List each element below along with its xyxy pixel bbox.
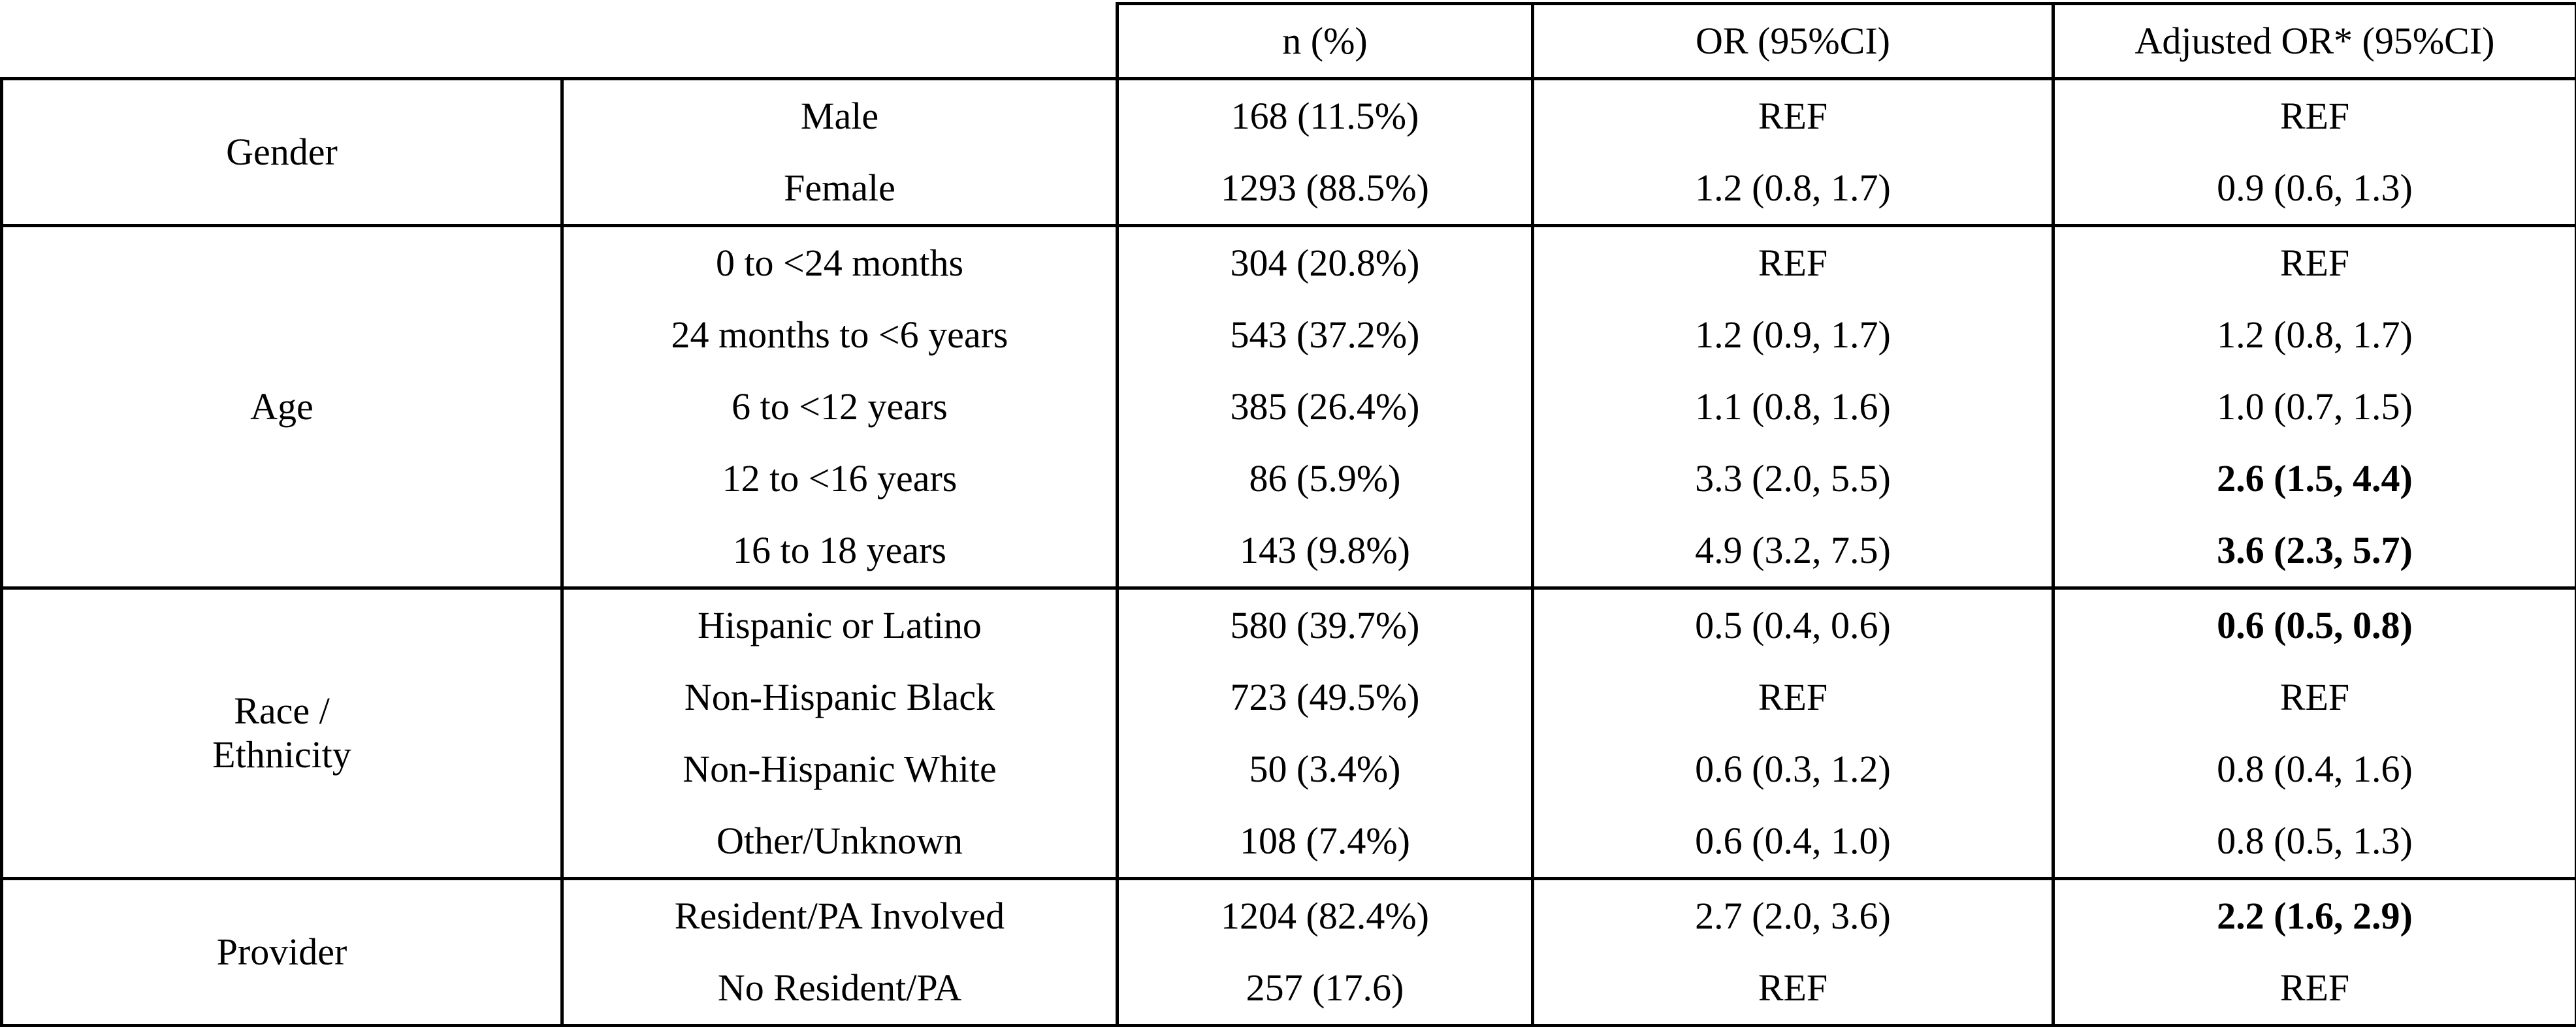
table-row: 6 to <12 years 385 (26.4%) 1.1 (0.8, 1.6… (2, 371, 2576, 443)
group-label-line: Ethnicity (212, 733, 351, 776)
table-row: Other/Unknown 108 (7.4%) 0.6 (0.4, 1.0) … (2, 805, 2576, 880)
row-label: Resident/PA Involved (560, 877, 1119, 952)
group-label-provider: Provider (0, 877, 564, 1027)
row-label: 12 to <16 years (560, 443, 1119, 515)
header-row: n (%) OR (95%CI) Adjusted OR* (95%CI) (2, 2, 2576, 80)
cell-n: 723 (49.5%) (1116, 661, 1534, 733)
cell-or: 2.7 (2.0, 3.6) (1531, 877, 2055, 952)
cell-or: 1.1 (0.8, 1.6) (1531, 371, 2055, 443)
cell-adjusted-or-significant: 3.6 (2.3, 5.7) (2052, 515, 2576, 590)
cell-or: 0.5 (0.4, 0.6) (1531, 586, 2055, 661)
cell-adjusted-or: REF (2052, 224, 2576, 299)
row-label: Non-Hispanic White (560, 733, 1119, 805)
table-row: 16 to 18 years 143 (9.8%) 4.9 (3.2, 7.5)… (2, 515, 2576, 590)
cell-adjusted-or: 0.8 (0.5, 1.3) (2052, 805, 2576, 880)
cell-adjusted-or-significant: 0.6 (0.5, 0.8) (2052, 586, 2576, 661)
cell-adjusted-or: REF (2052, 661, 2576, 733)
row-label: 6 to <12 years (560, 371, 1119, 443)
row-label: 16 to 18 years (560, 515, 1119, 590)
row-label: Hispanic or Latino (560, 586, 1119, 661)
cell-adjusted-or: 0.8 (0.4, 1.6) (2052, 733, 2576, 805)
cell-adjusted-or: REF (2052, 952, 2576, 1027)
corner-blank (2, 4, 1118, 79)
cell-adjusted-or-significant: 2.6 (1.5, 4.4) (2052, 443, 2576, 515)
cell-n: 108 (7.4%) (1116, 805, 1534, 880)
table-row: Gender Male 168 (11.5%) REF REF (0, 77, 2576, 227)
cell-or: REF (1531, 224, 2055, 299)
row-label: Non-Hispanic Black (560, 661, 1119, 733)
cell-n: 543 (37.2%) (1116, 299, 1534, 371)
header-or: OR (95%CI) (1531, 2, 2055, 80)
row-label: 0 to <24 months (560, 224, 1119, 299)
table-row: Non-Hispanic Black 723 (49.5%) REF REF (2, 661, 2576, 733)
cell-n: 168 (11.5%) (1116, 77, 1534, 152)
cell-n: 257 (17.6) (1116, 952, 1534, 1027)
table-row: 12 to <16 years 86 (5.9%) 3.3 (2.0, 5.5)… (2, 443, 2576, 515)
cell-adjusted-or-significant: 2.2 (1.6, 2.9) (2052, 877, 2576, 952)
cell-or: 1.2 (0.9, 1.7) (1531, 299, 2055, 371)
row-label: Other/Unknown (560, 805, 1119, 880)
cell-n: 304 (20.8%) (1116, 224, 1534, 299)
cell-adjusted-or: 0.9 (0.6, 1.3) (2052, 152, 2576, 227)
cell-n: 86 (5.9%) (1116, 443, 1534, 515)
table-row: Race / Ethnicity Hispanic or Latino 580 … (0, 586, 2576, 880)
cell-n: 50 (3.4%) (1116, 733, 1534, 805)
table-row: Age 0 to <24 months 304 (20.8%) REF REF (0, 224, 2576, 590)
cell-adjusted-or: REF (2052, 77, 2576, 152)
table-row: No Resident/PA 257 (17.6) REF REF (2, 952, 2576, 1027)
header-adjusted-or: Adjusted OR* (95%CI) (2052, 2, 2576, 80)
table-row: Non-Hispanic White 50 (3.4%) 0.6 (0.3, 1… (2, 733, 2576, 805)
cell-n: 385 (26.4%) (1116, 371, 1534, 443)
table-row: 24 months to <6 years 543 (37.2%) 1.2 (0… (2, 299, 2576, 371)
row-label: Female (560, 152, 1119, 227)
cell-or: REF (1531, 952, 2055, 1027)
group-label-line: Race / (234, 690, 330, 733)
cell-or: 4.9 (3.2, 7.5) (1531, 515, 2055, 590)
table-row: Female 1293 (88.5%) 1.2 (0.8, 1.7) 0.9 (… (2, 152, 2576, 227)
group-label-gender: Gender (0, 77, 564, 227)
group-label-age: Age (0, 224, 564, 590)
cell-n: 143 (9.8%) (1116, 515, 1534, 590)
row-label: 24 months to <6 years (560, 299, 1119, 371)
cell-n: 1204 (82.4%) (1116, 877, 1534, 952)
cell-adjusted-or: 1.2 (0.8, 1.7) (2052, 299, 2576, 371)
cell-n: 580 (39.7%) (1116, 586, 1534, 661)
group-label-race-ethnicity: Race / Ethnicity (0, 586, 564, 880)
cell-or: REF (1531, 661, 2055, 733)
cell-adjusted-or: 1.0 (0.7, 1.5) (2052, 371, 2576, 443)
cell-or: 0.6 (0.3, 1.2) (1531, 733, 2055, 805)
cell-or: 0.6 (0.4, 1.0) (1531, 805, 2055, 880)
cell-or: 1.2 (0.8, 1.7) (1531, 152, 2055, 227)
cell-or: 3.3 (2.0, 5.5) (1531, 443, 2055, 515)
row-label: No Resident/PA (560, 952, 1119, 1027)
cell-or: REF (1531, 77, 2055, 152)
header-n-pct: n (%) (1116, 2, 1534, 80)
row-label: Male (560, 77, 1119, 152)
table-row: Provider Resident/PA Involved 1204 (82.4… (0, 877, 2576, 1027)
cell-n: 1293 (88.5%) (1116, 152, 1534, 227)
